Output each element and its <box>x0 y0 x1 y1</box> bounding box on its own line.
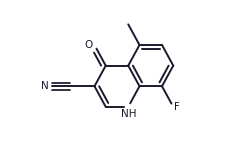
Text: NH: NH <box>121 109 136 119</box>
Text: N: N <box>41 81 49 91</box>
Text: O: O <box>84 40 93 50</box>
Text: F: F <box>174 102 180 112</box>
